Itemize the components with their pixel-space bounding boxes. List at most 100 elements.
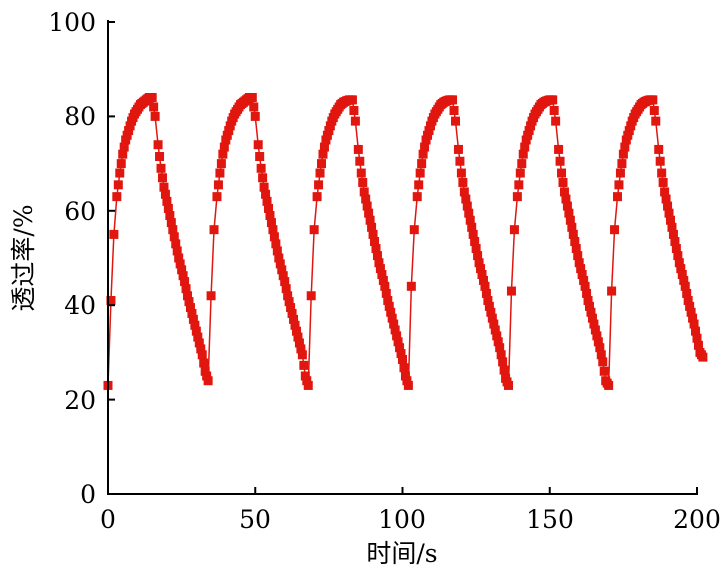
data-point bbox=[481, 288, 491, 298]
data-point bbox=[682, 288, 692, 298]
data-point bbox=[480, 281, 490, 291]
data-point bbox=[462, 201, 472, 211]
data-point bbox=[673, 251, 683, 261]
data-point bbox=[453, 144, 463, 154]
data-point bbox=[171, 239, 181, 249]
data-point bbox=[626, 121, 636, 131]
data-point bbox=[289, 314, 299, 324]
data-point bbox=[219, 142, 229, 152]
data-point bbox=[698, 352, 708, 362]
data-point bbox=[122, 130, 132, 140]
data-point bbox=[116, 159, 126, 169]
data-point bbox=[389, 319, 399, 329]
data-point bbox=[456, 168, 466, 178]
data-point bbox=[324, 126, 334, 136]
data-point bbox=[548, 95, 558, 105]
data-point bbox=[194, 338, 204, 348]
data-point bbox=[168, 225, 178, 235]
data-point bbox=[549, 106, 559, 115]
data-point bbox=[509, 225, 519, 235]
data-point bbox=[590, 325, 600, 335]
data-point bbox=[587, 313, 597, 323]
data-point bbox=[199, 358, 209, 368]
data-point bbox=[498, 357, 508, 367]
data-point bbox=[390, 325, 400, 335]
data-point bbox=[218, 149, 228, 159]
data-point bbox=[583, 295, 593, 305]
data-point bbox=[654, 144, 664, 154]
data-point bbox=[190, 320, 200, 330]
data-point bbox=[299, 360, 309, 370]
data-point bbox=[398, 354, 407, 364]
data-point bbox=[514, 180, 524, 190]
data-point bbox=[353, 144, 363, 154]
data-point bbox=[124, 126, 134, 136]
data-point bbox=[160, 189, 170, 199]
data-point bbox=[467, 222, 477, 232]
data-point bbox=[518, 149, 528, 159]
data-point bbox=[147, 93, 157, 103]
data-point bbox=[618, 149, 628, 159]
data-point bbox=[253, 140, 263, 150]
data-point bbox=[667, 222, 677, 232]
data-point bbox=[465, 215, 475, 225]
data-point bbox=[275, 259, 285, 269]
data-point bbox=[493, 337, 503, 347]
y-tick-label: 80 bbox=[64, 102, 96, 131]
data-point bbox=[596, 350, 606, 360]
data-point bbox=[585, 301, 595, 311]
data-point bbox=[290, 320, 300, 330]
data-point bbox=[212, 192, 222, 202]
data-point bbox=[225, 121, 235, 131]
data-point bbox=[658, 177, 668, 187]
data-point bbox=[598, 357, 608, 367]
data-point bbox=[374, 258, 384, 268]
data-point bbox=[109, 229, 119, 239]
data-point bbox=[451, 116, 461, 126]
data-point bbox=[362, 201, 372, 211]
data-point bbox=[162, 196, 172, 206]
data-point bbox=[554, 144, 564, 154]
data-point bbox=[415, 168, 425, 178]
data-point bbox=[221, 135, 231, 145]
data-point bbox=[375, 264, 385, 274]
data-point bbox=[490, 325, 500, 335]
data-point bbox=[655, 156, 665, 166]
data-point bbox=[555, 156, 565, 166]
data-point bbox=[520, 142, 530, 152]
data-point bbox=[524, 126, 534, 136]
data-point bbox=[409, 225, 419, 235]
data-point bbox=[464, 208, 474, 218]
data-point bbox=[255, 152, 265, 162]
data-point bbox=[668, 229, 678, 239]
data-point bbox=[477, 270, 487, 280]
data-point bbox=[153, 140, 163, 150]
data-point bbox=[306, 291, 316, 301]
data-point bbox=[185, 303, 195, 313]
data-point bbox=[517, 159, 527, 169]
data-point bbox=[165, 211, 175, 221]
data-point bbox=[156, 163, 166, 173]
data-point bbox=[449, 106, 459, 115]
data-point bbox=[495, 343, 505, 353]
data-point bbox=[484, 301, 494, 311]
data-point bbox=[478, 275, 488, 285]
data-point bbox=[280, 277, 290, 287]
x-tick-label: 0 bbox=[100, 505, 116, 534]
y-tick-label: 60 bbox=[64, 197, 96, 226]
data-point bbox=[188, 314, 198, 324]
series-transmittance bbox=[103, 93, 708, 390]
data-point bbox=[402, 376, 412, 386]
data-point bbox=[674, 258, 684, 268]
data-point bbox=[582, 288, 592, 298]
data-point bbox=[396, 349, 406, 359]
data-point bbox=[568, 229, 578, 239]
data-point bbox=[262, 196, 272, 206]
data-point bbox=[403, 380, 413, 390]
data-point bbox=[350, 116, 360, 126]
data-point bbox=[671, 244, 681, 254]
data-point bbox=[621, 135, 631, 145]
data-point bbox=[424, 126, 434, 136]
data-point bbox=[213, 180, 223, 190]
